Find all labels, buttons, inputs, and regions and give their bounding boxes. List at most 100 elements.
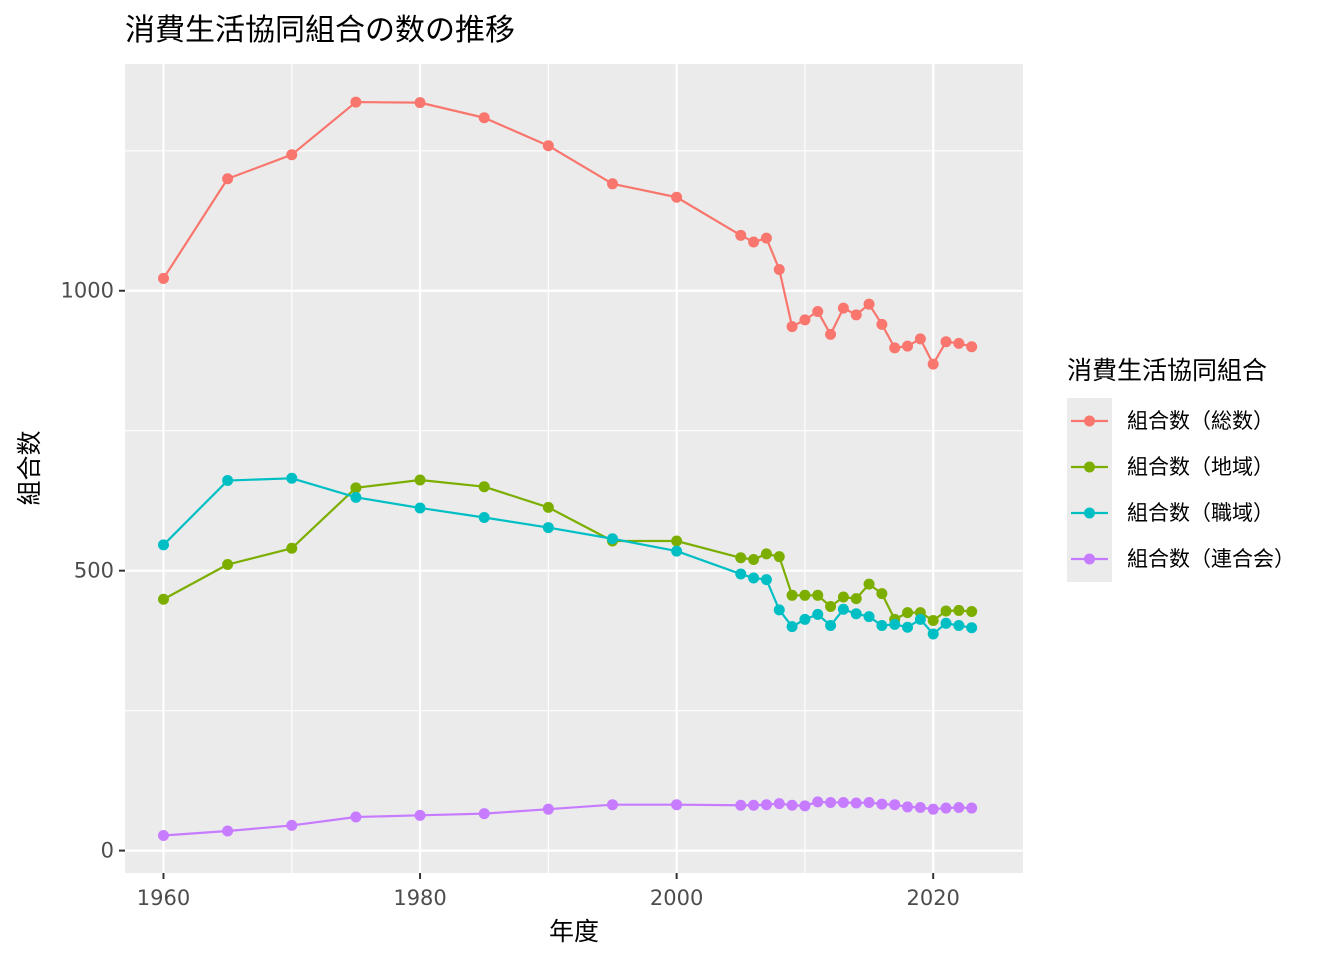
data-point [760,548,772,560]
data-point [940,802,952,814]
data-point [414,809,426,821]
data-point [799,314,811,326]
data-point [748,553,760,565]
data-point [478,808,490,820]
data-point [902,621,914,633]
data-point [812,589,824,601]
data-point [671,799,683,811]
data-point [850,593,862,605]
data-point [157,272,169,284]
data-point [773,798,785,810]
data-point [760,574,772,586]
data-point [786,621,798,633]
legend-label: 組合数（総数） [1127,409,1274,433]
y-axis: 0 500 1000 [61,279,125,863]
series-line [163,800,972,837]
data-point [773,263,785,275]
x-axis-title: 年度 [549,917,599,946]
data-point [927,358,939,370]
data-point [157,593,169,605]
data-point [748,236,760,248]
data-point [735,799,747,811]
data-point [889,618,901,630]
data-point [222,173,234,185]
data-point [478,481,490,493]
data-point [966,341,978,353]
data-point [902,801,914,813]
minor-grid [125,64,1023,873]
chart-title: 消費生活協同組合の数の推移 [125,13,515,48]
data-point [350,96,362,108]
data-point [812,608,824,620]
data-point [350,811,362,823]
legend-label: 組合数（地域） [1127,455,1274,479]
data-point [825,328,837,340]
data-point [966,622,978,634]
data-point [786,589,798,601]
data-point [850,608,862,620]
data-point [748,572,760,584]
data-point [863,611,875,623]
data-point [286,472,298,484]
data-point [606,799,618,811]
data-point [773,604,785,616]
data-point [748,799,760,811]
data-point [812,796,824,808]
data-point [286,819,298,831]
legend-key-point [1084,553,1095,565]
data-point [837,591,849,603]
legend-label: 組合数（連合会） [1127,547,1295,571]
data-point [927,615,939,627]
data-point [953,801,965,813]
data-point [876,620,888,632]
data-point [940,617,952,629]
legend-label: 組合数（職域） [1127,501,1274,525]
data-point [542,803,554,815]
data-point [606,178,618,190]
y-tick-label: 1000 [61,279,114,303]
y-axis-title: 組合数 [15,430,44,505]
series-2 [157,474,978,627]
data-point [825,796,837,808]
series-layer [157,96,978,841]
legend-key-point [1084,415,1095,427]
data-point [606,533,618,545]
data-point [953,604,965,616]
data-point [222,825,234,837]
data-point [157,539,169,551]
data-point [914,801,926,813]
data-point [850,797,862,809]
series-line [162,478,972,622]
legend-item: 組合数（地域） [1067,444,1274,490]
data-point [953,337,965,349]
data-point [786,799,798,811]
y-tick-label: 0 [101,839,114,863]
x-axis: 1960 1980 2000 2020 [137,873,960,910]
legend-key-point [1084,461,1095,473]
data-point [914,333,926,345]
data-point [837,796,849,808]
data-point [940,336,952,348]
data-point [863,796,875,808]
data-point [876,798,888,810]
data-point [927,628,939,640]
legend-key-point [1084,507,1095,519]
data-point [966,606,978,618]
data-point [542,522,554,534]
data-point [286,149,298,161]
data-point [799,800,811,812]
legend: 消費生活協同組合 組合数（総数） 組合数（地域） 組合数（職域） 組合数（連合会） [1067,356,1295,582]
data-point [876,318,888,330]
legend-item: 組合数（職域） [1067,490,1274,536]
data-point [799,589,811,601]
data-point [414,474,426,486]
series-line [162,100,972,366]
data-point [222,559,234,571]
data-point [542,501,554,513]
data-point [863,578,875,590]
data-point [735,229,747,241]
x-tick-label: 1960 [137,886,190,910]
data-point [478,112,490,124]
data-point [414,502,426,514]
